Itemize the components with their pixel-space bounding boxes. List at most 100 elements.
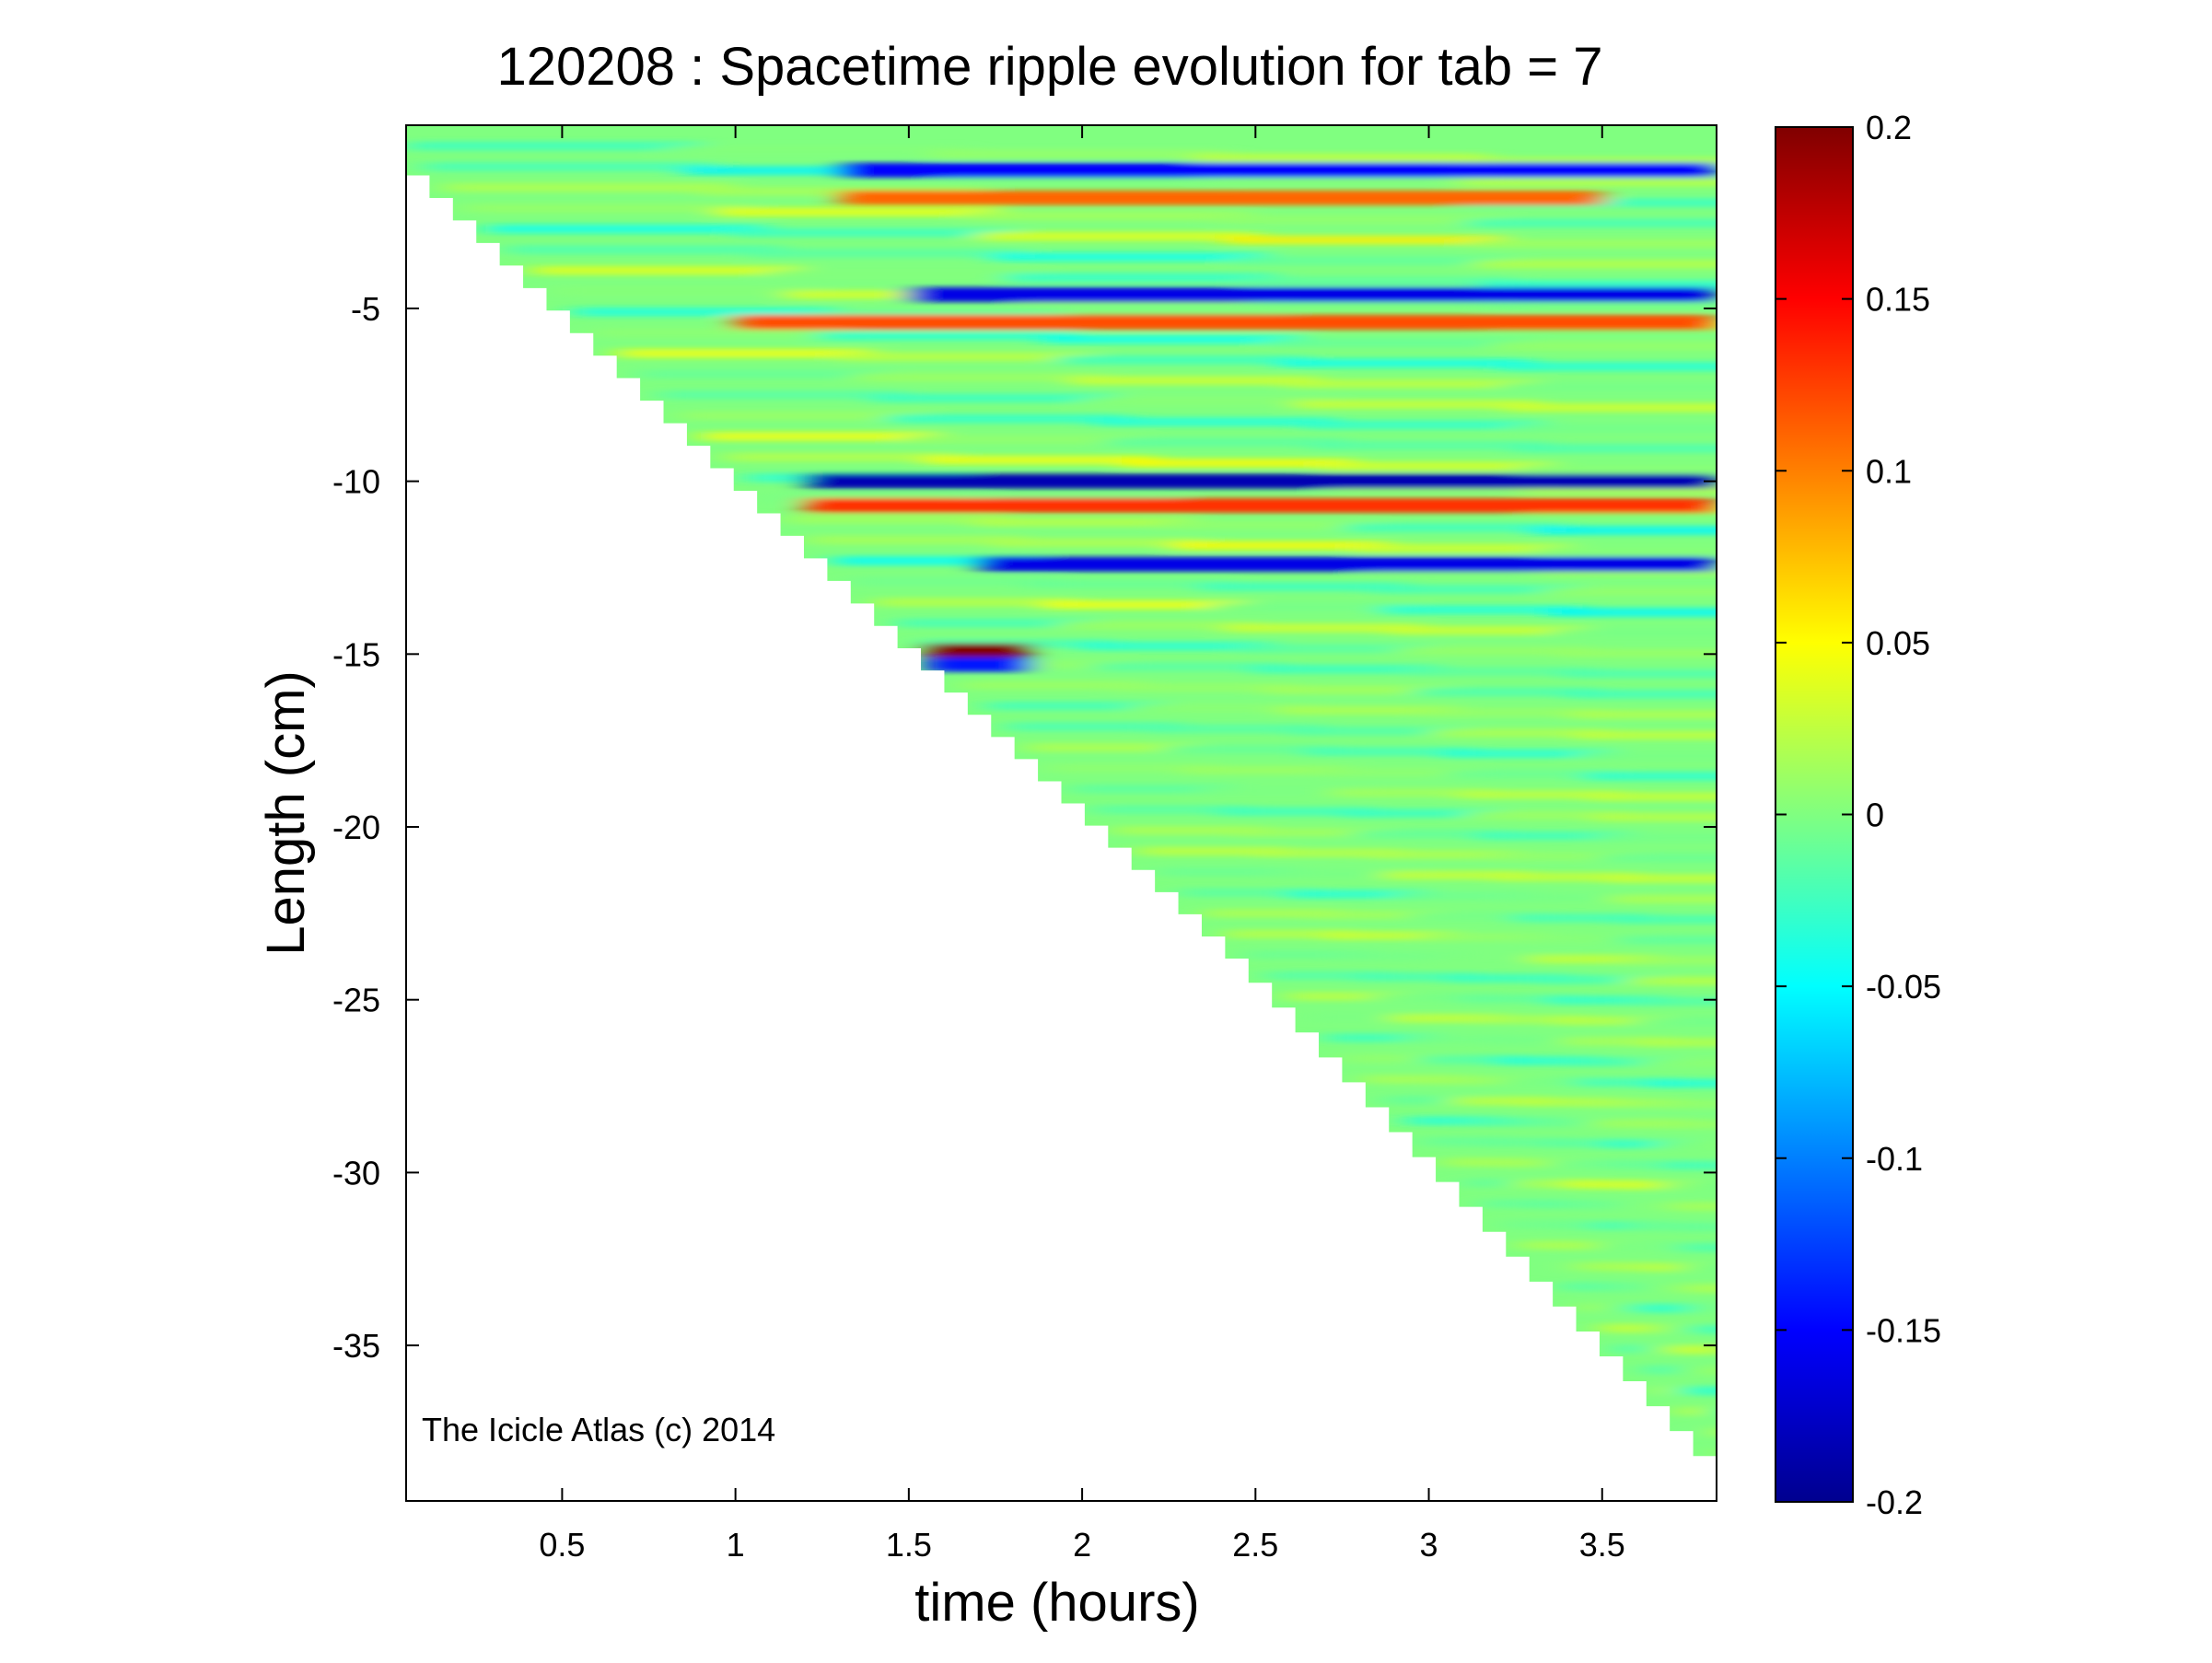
ripple-band	[1717, 1448, 1752, 1457]
ripple-band	[808, 535, 1025, 545]
ripple-band	[1522, 484, 1717, 494]
ripple-band	[1026, 742, 1200, 752]
ripple-band	[1393, 890, 1537, 901]
ripple-band	[1372, 993, 1494, 1003]
ripple-band	[1500, 382, 1717, 392]
x-tick-label: 3.5	[1579, 1526, 1625, 1564]
ripple-band	[965, 211, 1252, 221]
ripple-band	[1558, 1240, 1633, 1250]
ripple-band	[787, 514, 1008, 524]
y-tick-label: -15	[332, 635, 380, 673]
ripple-band	[1505, 402, 1717, 413]
ripple-band	[1604, 874, 1717, 884]
ripple-band	[923, 455, 1157, 465]
ripple-band	[1712, 1427, 1717, 1437]
ripple-stripes	[406, 141, 1752, 1498]
colorbar-tick-label: 0.2	[1866, 109, 1912, 146]
ripple-feature	[908, 286, 1717, 302]
ripple-band	[406, 1489, 703, 1498]
ripple-band	[1591, 812, 1717, 822]
ripple-band	[1613, 914, 1717, 925]
ripple-band	[593, 328, 853, 338]
colorbar-tick-label: 0	[1866, 797, 1884, 834]
ripple-band	[1528, 954, 1658, 964]
ripple-band	[669, 1472, 965, 1482]
ripple-band	[1078, 641, 1274, 651]
ripple-band	[1646, 1078, 1717, 1088]
ripple-band	[1661, 1160, 1717, 1170]
ripple-band	[1265, 971, 1391, 981]
ripple-band	[1481, 1035, 1595, 1045]
ripple-band	[1565, 689, 1717, 699]
ripple-band	[1419, 1054, 1529, 1064]
ripple-band	[1245, 949, 1375, 959]
ripple-band	[1707, 1406, 1717, 1416]
x-tick-label: 1	[727, 1526, 745, 1564]
ripple-band	[1501, 1219, 1579, 1229]
ripple-band	[1026, 579, 1234, 589]
ripple-band	[748, 249, 1026, 259]
ripple-band	[1544, 995, 1666, 1006]
ripple-band	[1095, 662, 1286, 672]
ripple-band	[1496, 362, 1717, 372]
ripple-band	[1504, 1076, 1611, 1087]
ripple-band	[1463, 1178, 1549, 1188]
y-tick-label: -30	[332, 1154, 380, 1192]
ripple-band	[1699, 1406, 1717, 1416]
ripple-band	[1501, 892, 1644, 902]
ripple-band	[1404, 1116, 1502, 1126]
ripple-band	[1267, 338, 1527, 348]
ripple-band	[1432, 728, 1610, 738]
ripple-band	[1368, 850, 1520, 860]
ripple-band	[960, 680, 1147, 691]
ripple-band	[1534, 546, 1717, 556]
ripple-band	[1310, 440, 1549, 450]
ripple-band	[1635, 1017, 1717, 1027]
ripple-band	[1669, 1202, 1717, 1212]
x-axis-label: time (hours)	[914, 1573, 1199, 1633]
plot-frame	[405, 124, 1717, 1502]
ripple-band	[1470, 238, 1717, 249]
ripple-band	[1263, 685, 1449, 695]
ripple-band	[1286, 991, 1408, 1001]
ripple-band	[1112, 682, 1298, 692]
ripple-band	[1421, 932, 1554, 942]
ripple-band	[1233, 827, 1390, 837]
ripple-band	[1513, 444, 1717, 454]
ripple-band	[1607, 1159, 1697, 1169]
ripple-band	[1688, 1304, 1717, 1314]
ripple-band	[1514, 1179, 1600, 1189]
ripple-band	[617, 348, 872, 358]
colorbar-tick-label: 0.1	[1866, 452, 1912, 490]
colorbar	[1775, 126, 1854, 1503]
ripple-band	[1302, 747, 1475, 757]
x-tick-label: 2	[1073, 1526, 1091, 1564]
ripple-band	[1224, 929, 1357, 939]
ripple-band	[1211, 602, 1415, 612]
ripple-band	[1642, 1058, 1717, 1068]
ripple-band	[1658, 1140, 1717, 1150]
ripple-band	[1433, 1076, 1540, 1086]
ripple-band	[1289, 726, 1467, 736]
ripple-band	[1574, 730, 1717, 740]
ripple-band	[1474, 831, 1631, 841]
y-tick-label: -25	[332, 982, 380, 1019]
ripple-band	[1543, 587, 1717, 597]
ripple-band	[1285, 378, 1536, 389]
ripple-band	[990, 251, 1268, 262]
ripple-band	[1345, 1053, 1455, 1064]
ripple-band	[1047, 763, 1217, 773]
ripple-band	[1693, 1324, 1717, 1334]
ripple-band	[1388, 625, 1588, 635]
ripple-band	[1193, 1481, 1489, 1490]
ripple-band	[1403, 1034, 1517, 1044]
ripple-band	[1618, 935, 1717, 945]
colorbar-tick-label: -0.15	[1866, 1311, 1941, 1349]
ripple-band	[1626, 976, 1717, 986]
ripple-band	[1528, 1199, 1611, 1209]
ripple-band	[1424, 707, 1605, 717]
y-axis: -5 -10 -15 -20 -25 -30 -35	[332, 290, 1717, 1365]
ripple-band	[1458, 790, 1623, 800]
ripple-band	[1511, 913, 1649, 923]
ripple-band	[1251, 664, 1441, 674]
